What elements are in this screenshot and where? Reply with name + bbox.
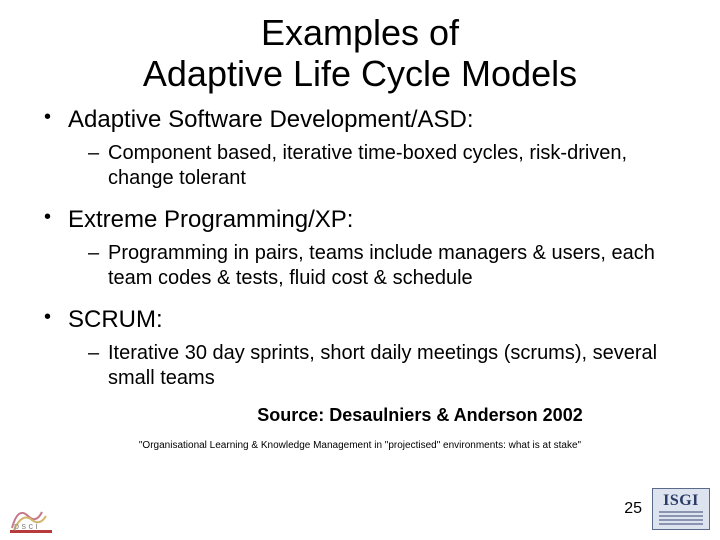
footer-note: "Organisational Learning & Knowledge Man… [40, 440, 680, 451]
title-line-1: Examples of [0, 12, 720, 53]
slide-content: Adaptive Software Development/ASD: Compo… [0, 95, 720, 451]
bullet-list: Adaptive Software Development/ASD: Compo… [40, 105, 680, 391]
sub-list: Programming in pairs, teams include mana… [68, 241, 680, 291]
slide: Examples of Adaptive Life Cycle Models A… [0, 0, 720, 540]
logo-left: p s c i [8, 498, 68, 534]
sub-list: Iterative 30 day sprints, short daily me… [68, 341, 680, 391]
list-item: Adaptive Software Development/ASD: Compo… [40, 105, 680, 191]
sub-list: Component based, iterative time-boxed cy… [68, 141, 680, 191]
logo-right: ISGI [652, 488, 710, 530]
list-item: Extreme Programming/XP: Programming in p… [40, 205, 680, 291]
title-line-2: Adaptive Life Cycle Models [0, 53, 720, 94]
sub-item: Component based, iterative time-boxed cy… [88, 141, 680, 191]
psci-logo-icon: p s c i [8, 498, 68, 534]
item-heading: Extreme Programming/XP: [68, 206, 353, 233]
svg-text:p s c i: p s c i [14, 521, 38, 531]
isgi-logo-text: ISGI [663, 493, 699, 509]
page-number: 25 [624, 500, 642, 518]
source-citation: Source: Desaulniers & Anderson 2002 [40, 405, 680, 426]
item-heading: Adaptive Software Development/ASD: [68, 106, 474, 133]
slide-title: Examples of Adaptive Life Cycle Models [0, 0, 720, 95]
isgi-logo-bars-icon [659, 511, 703, 525]
sub-item: Programming in pairs, teams include mana… [88, 241, 680, 291]
sub-item: Iterative 30 day sprints, short daily me… [88, 341, 680, 391]
list-item: SCRUM: Iterative 30 day sprints, short d… [40, 305, 680, 391]
item-heading: SCRUM: [68, 306, 163, 333]
